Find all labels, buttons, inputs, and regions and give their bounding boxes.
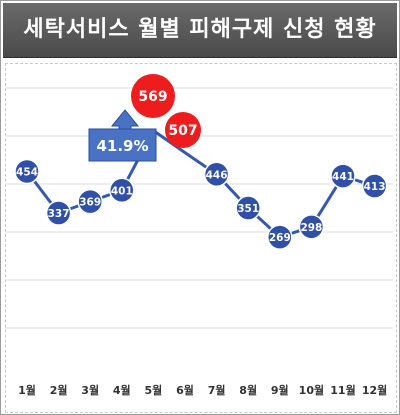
chart-title: 세탁서비스 월별 피해구제 신청 현황 xyxy=(23,17,377,42)
x-tick-label: 7월 xyxy=(208,383,226,397)
plot-area xyxy=(5,63,397,413)
x-tick-label: 10월 xyxy=(299,383,324,397)
data-label: 454 xyxy=(16,166,38,178)
point-marker xyxy=(14,158,40,185)
x-tick-label: 5월 xyxy=(145,383,163,397)
point-marker xyxy=(330,163,356,189)
data-label: 507 xyxy=(168,123,197,139)
x-tick-label: 2월 xyxy=(50,383,68,397)
data-label: 369 xyxy=(79,197,101,209)
point-marker xyxy=(267,224,293,250)
data-label: 441 xyxy=(332,171,354,183)
data-label: 401 xyxy=(111,185,133,197)
point-marker xyxy=(77,188,103,215)
point-marker xyxy=(298,214,325,240)
annotation-label: 41.9% xyxy=(96,137,148,155)
point-marker-highlight xyxy=(131,74,175,118)
x-tick-label: 12월 xyxy=(362,383,387,397)
x-tick-label: 6월 xyxy=(176,383,194,397)
annotation-box xyxy=(88,128,157,162)
point-marker xyxy=(203,161,230,188)
data-label: 337 xyxy=(48,208,70,220)
point-marker-highlight xyxy=(165,112,201,148)
data-label: 446 xyxy=(206,169,228,181)
point-marker xyxy=(361,173,388,199)
point-marker xyxy=(45,200,72,226)
data-label: 298 xyxy=(300,222,322,234)
x-tick-label: 9월 xyxy=(271,383,289,397)
data-label: 269 xyxy=(269,232,291,244)
x-tick-label: 1월 xyxy=(18,383,36,397)
x-tick-label: 4월 xyxy=(113,383,131,397)
point-marker xyxy=(235,195,261,221)
x-tick-label: 8월 xyxy=(239,383,257,397)
x-tick-label: 11월 xyxy=(330,383,355,397)
data-label: 413 xyxy=(364,181,386,193)
data-label: 569 xyxy=(138,89,167,105)
annotation-growth: 41.9% xyxy=(88,109,157,162)
data-label: 351 xyxy=(237,203,259,215)
point-marker xyxy=(109,177,135,204)
x-tick-label: 3월 xyxy=(81,383,99,397)
title-bar: 세탁서비스 월별 피해구제 신청 현황 xyxy=(3,3,397,58)
